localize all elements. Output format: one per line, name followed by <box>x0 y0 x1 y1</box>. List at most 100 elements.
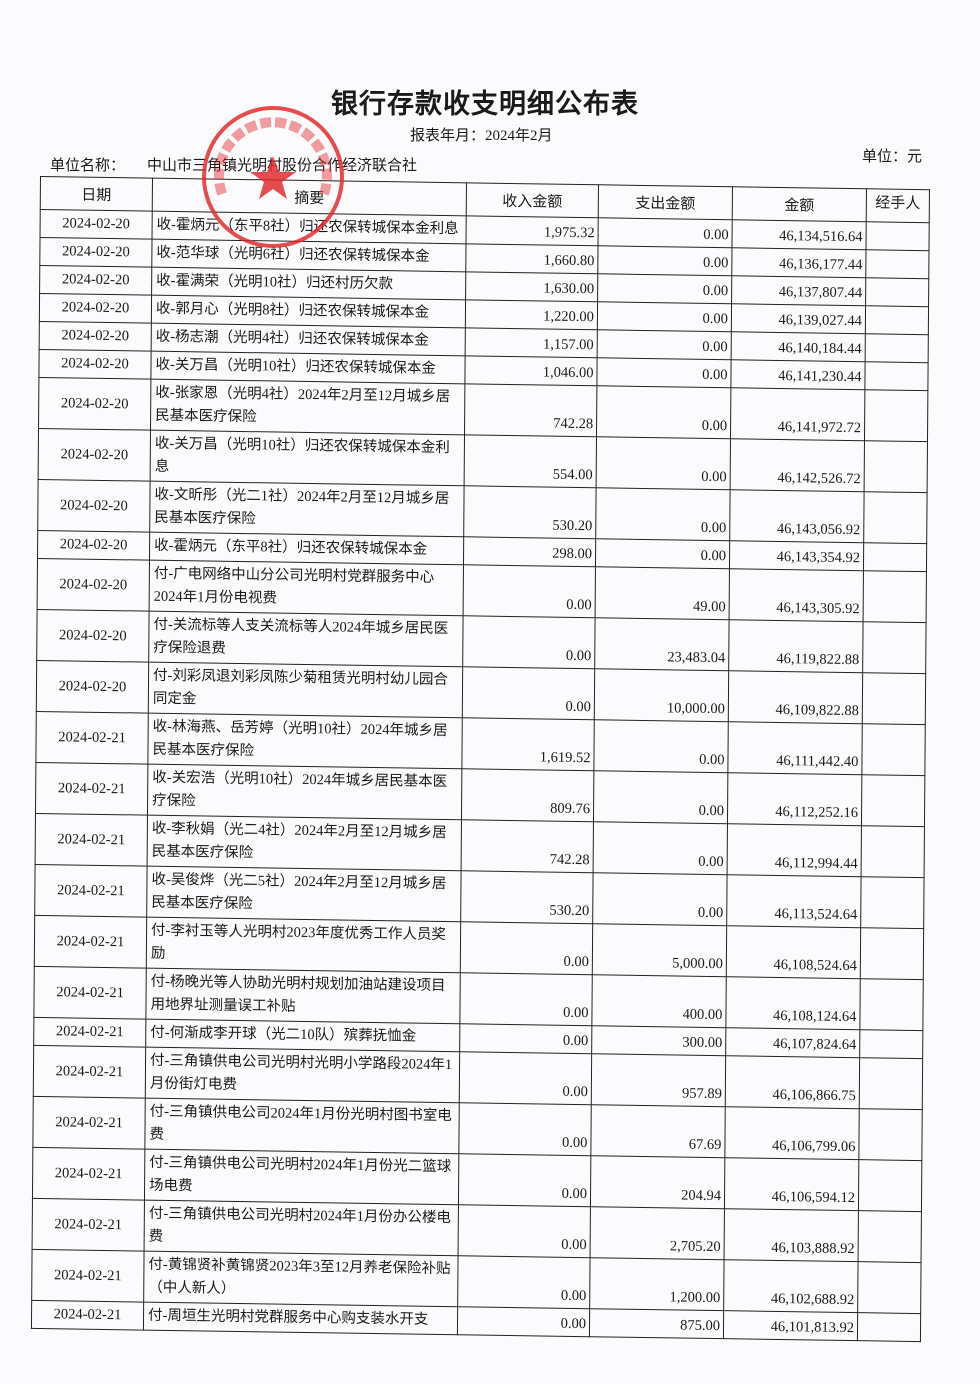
cell-handler <box>865 277 929 307</box>
cell-date: 2024-02-21 <box>34 864 148 918</box>
cell-expense: 67.69 <box>590 1104 726 1158</box>
cell-date: 2024-02-21 <box>34 915 147 969</box>
cell-date: 2024-02-21 <box>32 1096 146 1150</box>
cell-income: 0.00 <box>458 1102 592 1156</box>
cell-balance: 46,106,866.75 <box>725 1055 860 1109</box>
cell-date: 2024-02-20 <box>39 265 152 296</box>
cell-handler <box>865 221 930 251</box>
cell-income: 1,630.00 <box>465 271 598 302</box>
cell-handler <box>863 491 928 544</box>
cell-date: 2024-02-20 <box>38 349 152 380</box>
organization: 单位名称： 中山市三角镇光明村股份合作经济联合社 <box>50 154 417 175</box>
cell-summary: 付-刘彩凤退刘彩凤陈少菊租赁光明村幼儿园合同定金 <box>148 662 463 718</box>
cell-expense: 0.00 <box>595 538 730 569</box>
cell-expense: 0.00 <box>597 217 733 248</box>
cell-handler <box>865 305 929 335</box>
cell-summary: 付-三角镇供电公司2024年1月份光明村图书室电费 <box>144 1098 460 1154</box>
cell-income: 0.00 <box>457 1306 590 1337</box>
cell-balance: 46,109,822.88 <box>728 670 863 724</box>
cell-income: 742.28 <box>464 383 597 437</box>
cell-balance: 46,140,184.44 <box>731 331 866 362</box>
cell-balance: 46,106,594.12 <box>724 1157 859 1211</box>
cell-income: 0.00 <box>459 1051 592 1105</box>
cell-expense: 0.00 <box>593 719 729 773</box>
transactions-table: 日期 摘要 收入金额 支出金额 金额 经手人 2024-02-20 收-霍炳元（东… <box>31 176 930 1342</box>
cell-date: 2024-02-21 <box>32 1198 145 1252</box>
cell-balance: 46,106,799.06 <box>724 1106 860 1160</box>
cell-summary: 收-文昕彤（光二1社）2024年2月至12月城乡居民基本医疗保险 <box>149 481 465 537</box>
cell-handler <box>860 876 925 929</box>
cell-date: 2024-02-21 <box>31 1300 144 1331</box>
cell-summary: 付-周垣生光明村党群服务中心购支装水开支 <box>143 1302 458 1335</box>
cell-balance: 46,111,442.40 <box>727 721 863 775</box>
cell-expense: 10,000.00 <box>594 668 729 722</box>
cell-summary: 付-三角镇供电公司光明村光明小学路段2024年1月份街灯电费 <box>145 1047 460 1103</box>
cell-date: 2024-02-20 <box>36 660 149 714</box>
cell-balance: 46,108,524.64 <box>726 925 861 979</box>
cell-handler <box>862 672 926 725</box>
cell-expense: 2,705.20 <box>590 1206 725 1260</box>
header-balance: 金额 <box>732 186 867 222</box>
cell-summary: 收-关万昌（光明10社）归还农保转城保本金利息 <box>150 430 465 486</box>
cell-date: 2024-02-20 <box>37 558 150 612</box>
cell-balance: 46,143,354.92 <box>729 540 864 571</box>
cell-summary: 付-关流标等人支关流标等人2024年城乡居民医疗保险退费 <box>148 611 464 667</box>
cell-handler <box>857 1261 922 1314</box>
cell-date: 2024-02-20 <box>39 237 153 268</box>
document-title: 银行存款收支明细公布表 <box>331 89 639 120</box>
cell-summary: 付-李衬玉等人光明村2023年度优秀工作人员奖励 <box>146 917 461 973</box>
cell-expense: 0.00 <box>593 770 728 824</box>
cell-balance: 46,142,526.72 <box>730 438 865 492</box>
cell-income: 0.00 <box>458 1204 591 1258</box>
cell-income: 0.00 <box>463 564 596 618</box>
cell-balance: 46,139,027.44 <box>731 303 866 334</box>
cell-handler <box>862 621 927 674</box>
cell-handler <box>857 1312 921 1342</box>
cell-balance: 46,101,813.92 <box>723 1310 858 1341</box>
cell-handler <box>858 1108 923 1161</box>
cell-income: 530.20 <box>463 485 597 539</box>
cell-date: 2024-02-21 <box>33 1045 146 1099</box>
cell-income: 0.00 <box>457 1255 591 1309</box>
cell-date: 2024-02-21 <box>32 1147 145 1201</box>
cell-date: 2024-02-20 <box>37 530 150 561</box>
cell-expense: 0.00 <box>596 357 732 388</box>
cell-expense: 0.00 <box>593 821 728 875</box>
cell-income: 809.76 <box>461 768 594 822</box>
cell-date: 2024-02-21 <box>33 966 147 1020</box>
cell-expense: 0.00 <box>592 872 728 926</box>
cell-expense: 0.00 <box>597 329 732 360</box>
cell-handler <box>863 570 927 623</box>
cell-expense: 0.00 <box>597 301 732 332</box>
cell-date: 2024-02-21 <box>35 813 148 867</box>
cell-expense: 400.00 <box>591 974 727 1028</box>
cell-handler <box>858 1159 922 1212</box>
header-handler: 经手人 <box>866 188 930 223</box>
cell-expense: 204.94 <box>590 1155 725 1209</box>
cell-date: 2024-02-21 <box>31 1249 145 1303</box>
cell-balance: 46,102,688.92 <box>723 1259 859 1313</box>
cell-income: 554.00 <box>464 434 597 488</box>
cell-income: 0.00 <box>458 1153 591 1207</box>
cell-date: 2024-02-20 <box>37 479 151 533</box>
cell-expense: 0.00 <box>595 487 731 541</box>
cell-summary: 收-张家恩（光明4社）2024年2月至12月城乡居民基本医疗保险 <box>150 379 465 435</box>
cell-date: 2024-02-20 <box>39 293 152 324</box>
header-expense: 支出金额 <box>598 184 733 220</box>
cell-balance: 46,136,177.44 <box>731 247 866 278</box>
cell-summary: 收-李秋娟（光二4社）2024年2月至12月城乡居民基本医疗保险 <box>147 815 462 871</box>
cell-expense: 49.00 <box>595 566 730 620</box>
cell-summary: 收-关宏浩（光明10社）2024年城乡居民基本医疗保险 <box>147 764 462 820</box>
cell-date: 2024-02-20 <box>39 321 152 352</box>
cell-expense: 0.00 <box>597 245 732 276</box>
cell-balance: 46,141,972.72 <box>730 387 865 441</box>
cell-balance: 46,141,230.44 <box>730 359 866 390</box>
cell-date: 2024-02-21 <box>35 711 149 765</box>
cell-balance: 46,103,888.92 <box>724 1208 859 1262</box>
cell-handler <box>858 1210 922 1263</box>
cell-handler <box>865 249 929 279</box>
cell-income: 1,619.52 <box>461 717 595 771</box>
cell-handler <box>860 927 924 980</box>
cell-income: 1,660.80 <box>465 243 598 274</box>
cell-income: 0.00 <box>459 1023 592 1054</box>
